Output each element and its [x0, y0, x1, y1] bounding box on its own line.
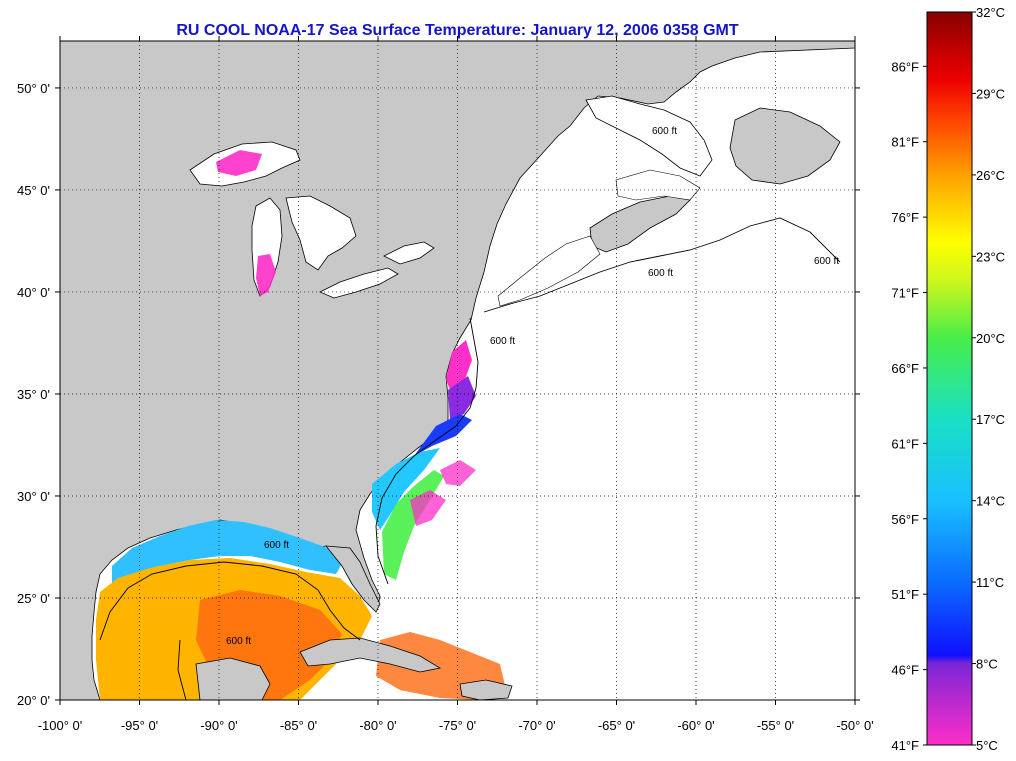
colorbar-fahrenheit-label: 71°F	[891, 286, 919, 301]
lat-tick-label: 50° 0'	[17, 81, 50, 96]
lon-tick-label: -50° 0'	[836, 718, 873, 733]
sst-chesapeake-cold	[446, 340, 472, 394]
lon-tick-label: -90° 0'	[200, 718, 237, 733]
colorbar-celsius-label: 23°C	[976, 249, 1005, 264]
gulf-st-lawrence-no-data	[615, 169, 701, 201]
axis-ticks	[55, 36, 860, 705]
colorbar-fahrenheit-label: 86°F	[891, 59, 919, 74]
colorbar-celsius-label: 26°C	[976, 168, 1005, 183]
colorbar-fahrenheit-label: 51°F	[891, 587, 919, 602]
colorbar-fahrenheit-label: 41°F	[891, 738, 919, 753]
isobath-label: 600 ft	[264, 540, 289, 551]
colorbar-celsius-labels: 32°C 29°C 26°C 23°C 20°C 17°C 14°C 11°C 8°C 5°C	[972, 5, 1005, 753]
colorbar-celsius-label: 8°C	[976, 657, 998, 672]
sst-gulf-of-mexico-cold-shelf	[112, 520, 344, 584]
colorbar-fahrenheit-label: 46°F	[891, 663, 919, 678]
lon-tick-label: -55° 0'	[757, 718, 794, 733]
hispaniola	[459, 679, 513, 700]
maritimes-no-data	[585, 95, 713, 177]
lat-tick-label: 25° 0'	[17, 591, 50, 606]
lon-tick-label: -80° 0'	[359, 718, 396, 733]
colorbar-fahrenheit-label: 81°F	[891, 135, 919, 150]
nova-scotia	[589, 195, 691, 253]
colorbar-celsius-label: 20°C	[976, 331, 1005, 346]
lake-ontario	[383, 241, 435, 265]
lon-tick-label: -65° 0'	[598, 718, 635, 733]
lake-erie	[319, 267, 399, 299]
lon-tick-label: -60° 0'	[677, 718, 714, 733]
colorbar-fahrenheit-label: 56°F	[891, 512, 919, 527]
longitude-labels: -100° 0' -95° 0' -90° 0' -85° 0' -80° 0' -75°…	[38, 718, 874, 733]
colorbar-fahrenheit-label: 76°F	[891, 210, 919, 225]
latitude-labels: 20° 0' 25° 0' 30° 0' 35° 0' 40° 0' 45° 0' 50° …	[17, 81, 50, 708]
colorbar-celsius-label: 11°C	[976, 575, 1004, 590]
lat-tick-label: 20° 0'	[17, 693, 50, 708]
sst-lake-superior	[216, 150, 262, 176]
lat-tick-label: 35° 0'	[17, 387, 50, 402]
temperature-colorbar	[926, 11, 973, 746]
isobath-labels: 600 ft 600 ft 600 ft 600 ft 600 ft 600 f…	[226, 126, 839, 647]
isobath-contours	[99, 217, 841, 700]
isobath-label: 600 ft	[814, 256, 839, 267]
sst-lake-michigan	[256, 254, 276, 296]
isobath-label: 600 ft	[226, 636, 251, 647]
lon-tick-label: -100° 0'	[38, 718, 83, 733]
lat-tick-label: 30° 0'	[17, 489, 50, 504]
lon-tick-label: -85° 0'	[280, 718, 317, 733]
isobath-label: 600 ft	[652, 126, 677, 137]
sst-carolina-cyan	[372, 448, 440, 530]
colorbar-celsius-label: 17°C	[976, 412, 1005, 427]
yucatan	[195, 657, 271, 700]
isobath-label: 600 ft	[648, 268, 673, 279]
colorbar-celsius-label: 5°C	[976, 738, 998, 753]
isobath-label: 600 ft	[490, 336, 515, 347]
lat-tick-label: 40° 0'	[17, 285, 50, 300]
florida	[325, 545, 381, 613]
newfoundland	[729, 107, 841, 185]
lon-tick-label: -95° 0'	[121, 718, 158, 733]
colorbar-celsius-label: 32°C	[976, 5, 1005, 20]
colorbar-fahrenheit-label: 66°F	[891, 361, 919, 376]
lon-tick-label: -70° 0'	[518, 718, 555, 733]
map-title: RU COOL NOAA-17 Sea Surface Temperature:…	[176, 22, 739, 39]
lat-tick-label: 45° 0'	[17, 183, 50, 198]
map-content: 600 ft 600 ft 600 ft 600 ft 600 ft 600 f…	[60, 41, 855, 700]
colorbar-fahrenheit-label: 61°F	[891, 436, 919, 451]
sst-mid-atlantic-violet	[448, 376, 476, 420]
colorbar-fahrenheit-labels: 86°F 81°F 76°F 71°F 66°F 61°F 56°F 51°F 46°F 41°F	[891, 59, 927, 753]
colorbar-celsius-label: 14°C	[976, 494, 1005, 509]
sst-offshore-patches	[410, 460, 476, 526]
lon-tick-label: -75° 0'	[439, 718, 476, 733]
graticule	[60, 41, 855, 700]
colorbar-celsius-label: 29°C	[976, 86, 1005, 101]
cuba	[299, 637, 442, 673]
gulf-of-maine-no-data	[497, 235, 601, 307]
